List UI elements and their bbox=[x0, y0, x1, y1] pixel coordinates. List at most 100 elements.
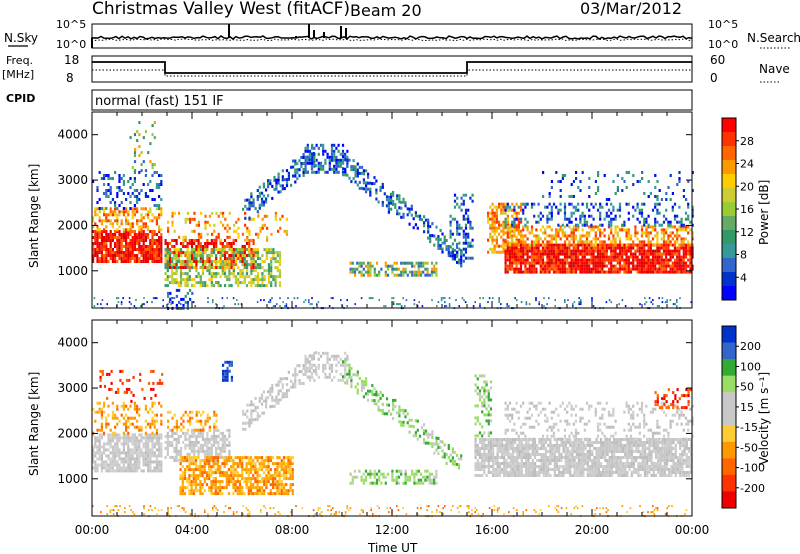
echo-cell bbox=[667, 243, 670, 247]
echo-cell bbox=[186, 211, 189, 215]
echo-cell bbox=[125, 257, 128, 260]
echo-cell bbox=[621, 177, 624, 180]
echo-cell bbox=[226, 437, 229, 441]
nave-tick-high: 60 bbox=[710, 53, 725, 67]
echo-cell bbox=[107, 239, 110, 242]
echo-cell bbox=[96, 257, 99, 260]
echo-cell bbox=[625, 249, 628, 253]
echo-cell bbox=[678, 258, 681, 262]
echo-cell bbox=[245, 269, 249, 273]
echo-cell bbox=[181, 459, 184, 463]
echo-cell bbox=[267, 266, 271, 270]
echo-cell bbox=[99, 378, 102, 382]
echo-cell bbox=[610, 301, 612, 304]
echo-cell bbox=[208, 486, 211, 490]
echo-cell bbox=[404, 267, 407, 271]
echo-cell bbox=[241, 269, 244, 273]
echo-cell bbox=[520, 238, 523, 242]
echo-cell bbox=[524, 202, 527, 206]
echo-cell bbox=[186, 217, 189, 221]
echo-cell bbox=[275, 184, 278, 188]
echo-cell bbox=[103, 260, 106, 263]
echo-cell bbox=[354, 174, 357, 178]
echo-cell bbox=[205, 477, 209, 481]
echo-cell bbox=[588, 258, 591, 262]
echo-cell bbox=[111, 213, 114, 217]
echo-cell bbox=[515, 252, 518, 256]
echo-cell bbox=[184, 278, 187, 282]
echo-cell bbox=[258, 480, 261, 484]
echo-cell bbox=[561, 246, 564, 250]
echo-cell bbox=[249, 459, 253, 463]
echo-cell bbox=[647, 249, 650, 253]
echo-cell bbox=[114, 219, 117, 223]
echo-cell bbox=[221, 254, 224, 258]
echo-cell bbox=[248, 263, 251, 267]
echo-cell bbox=[649, 231, 652, 235]
echo-cell bbox=[118, 248, 121, 251]
echo-cell bbox=[92, 230, 95, 233]
echo-cell bbox=[422, 270, 425, 274]
echo-cell bbox=[498, 205, 501, 209]
echo-cell bbox=[270, 272, 273, 276]
echo-cell bbox=[590, 202, 593, 206]
echo-cell bbox=[114, 463, 117, 467]
echo-cell bbox=[453, 217, 457, 221]
echo-cell bbox=[116, 445, 119, 449]
echo-cell bbox=[151, 401, 154, 405]
echo-cell bbox=[222, 223, 225, 227]
echo-cell bbox=[246, 207, 249, 211]
echo-cell bbox=[673, 225, 677, 229]
echo-cell bbox=[179, 468, 182, 472]
echo-cell bbox=[149, 460, 152, 464]
echo-cell bbox=[537, 246, 540, 250]
echo-cell bbox=[210, 443, 213, 447]
echo-cell bbox=[92, 460, 95, 464]
echo-cell bbox=[118, 436, 121, 440]
echo-cell bbox=[221, 431, 224, 435]
echo-cell bbox=[118, 463, 121, 467]
echo-cell bbox=[204, 220, 207, 224]
echo-cell bbox=[658, 264, 661, 268]
echo-cell bbox=[625, 267, 628, 271]
echo-cell bbox=[252, 251, 255, 254]
echo-cell bbox=[177, 437, 180, 441]
echo-cell bbox=[190, 468, 193, 472]
echo-cell bbox=[199, 462, 202, 466]
echo-cell bbox=[184, 446, 187, 450]
echo-cell bbox=[131, 213, 134, 217]
echo-cell bbox=[488, 297, 491, 300]
echo-cell bbox=[135, 299, 137, 302]
echo-cell bbox=[636, 205, 639, 209]
echo-cell bbox=[441, 250, 444, 254]
echo-cell bbox=[122, 251, 125, 254]
echo-cell bbox=[561, 174, 564, 177]
echo-cell bbox=[687, 231, 690, 235]
echo-cell bbox=[550, 264, 553, 268]
echo-cell bbox=[105, 230, 108, 233]
echo-cell bbox=[210, 281, 213, 285]
echo-cell bbox=[599, 217, 602, 221]
echo-cell bbox=[533, 258, 536, 262]
echo-cell bbox=[561, 228, 564, 232]
echo-cell bbox=[671, 261, 674, 265]
echo-cell bbox=[326, 155, 329, 159]
echo-cell bbox=[383, 192, 386, 196]
echo-cell bbox=[643, 240, 646, 244]
echo-cell bbox=[138, 242, 141, 245]
echo-cell bbox=[525, 303, 528, 306]
echo-cell bbox=[149, 448, 152, 452]
echo-cell bbox=[397, 273, 401, 277]
echo-cell bbox=[136, 239, 139, 242]
noise-strip: N.Sky 10^5 10^0 10^5 10^0 N.Search bbox=[4, 18, 800, 51]
echo-cell bbox=[118, 210, 121, 214]
echo-cell bbox=[550, 237, 553, 241]
echo-cell bbox=[171, 455, 174, 459]
echo-cell bbox=[204, 266, 207, 269]
echo-cell bbox=[219, 437, 222, 441]
echo-cell bbox=[103, 451, 106, 455]
echo-cell bbox=[142, 242, 145, 245]
echo-cell bbox=[188, 456, 191, 460]
echo-cell bbox=[175, 269, 178, 273]
echo-cell bbox=[581, 243, 584, 247]
